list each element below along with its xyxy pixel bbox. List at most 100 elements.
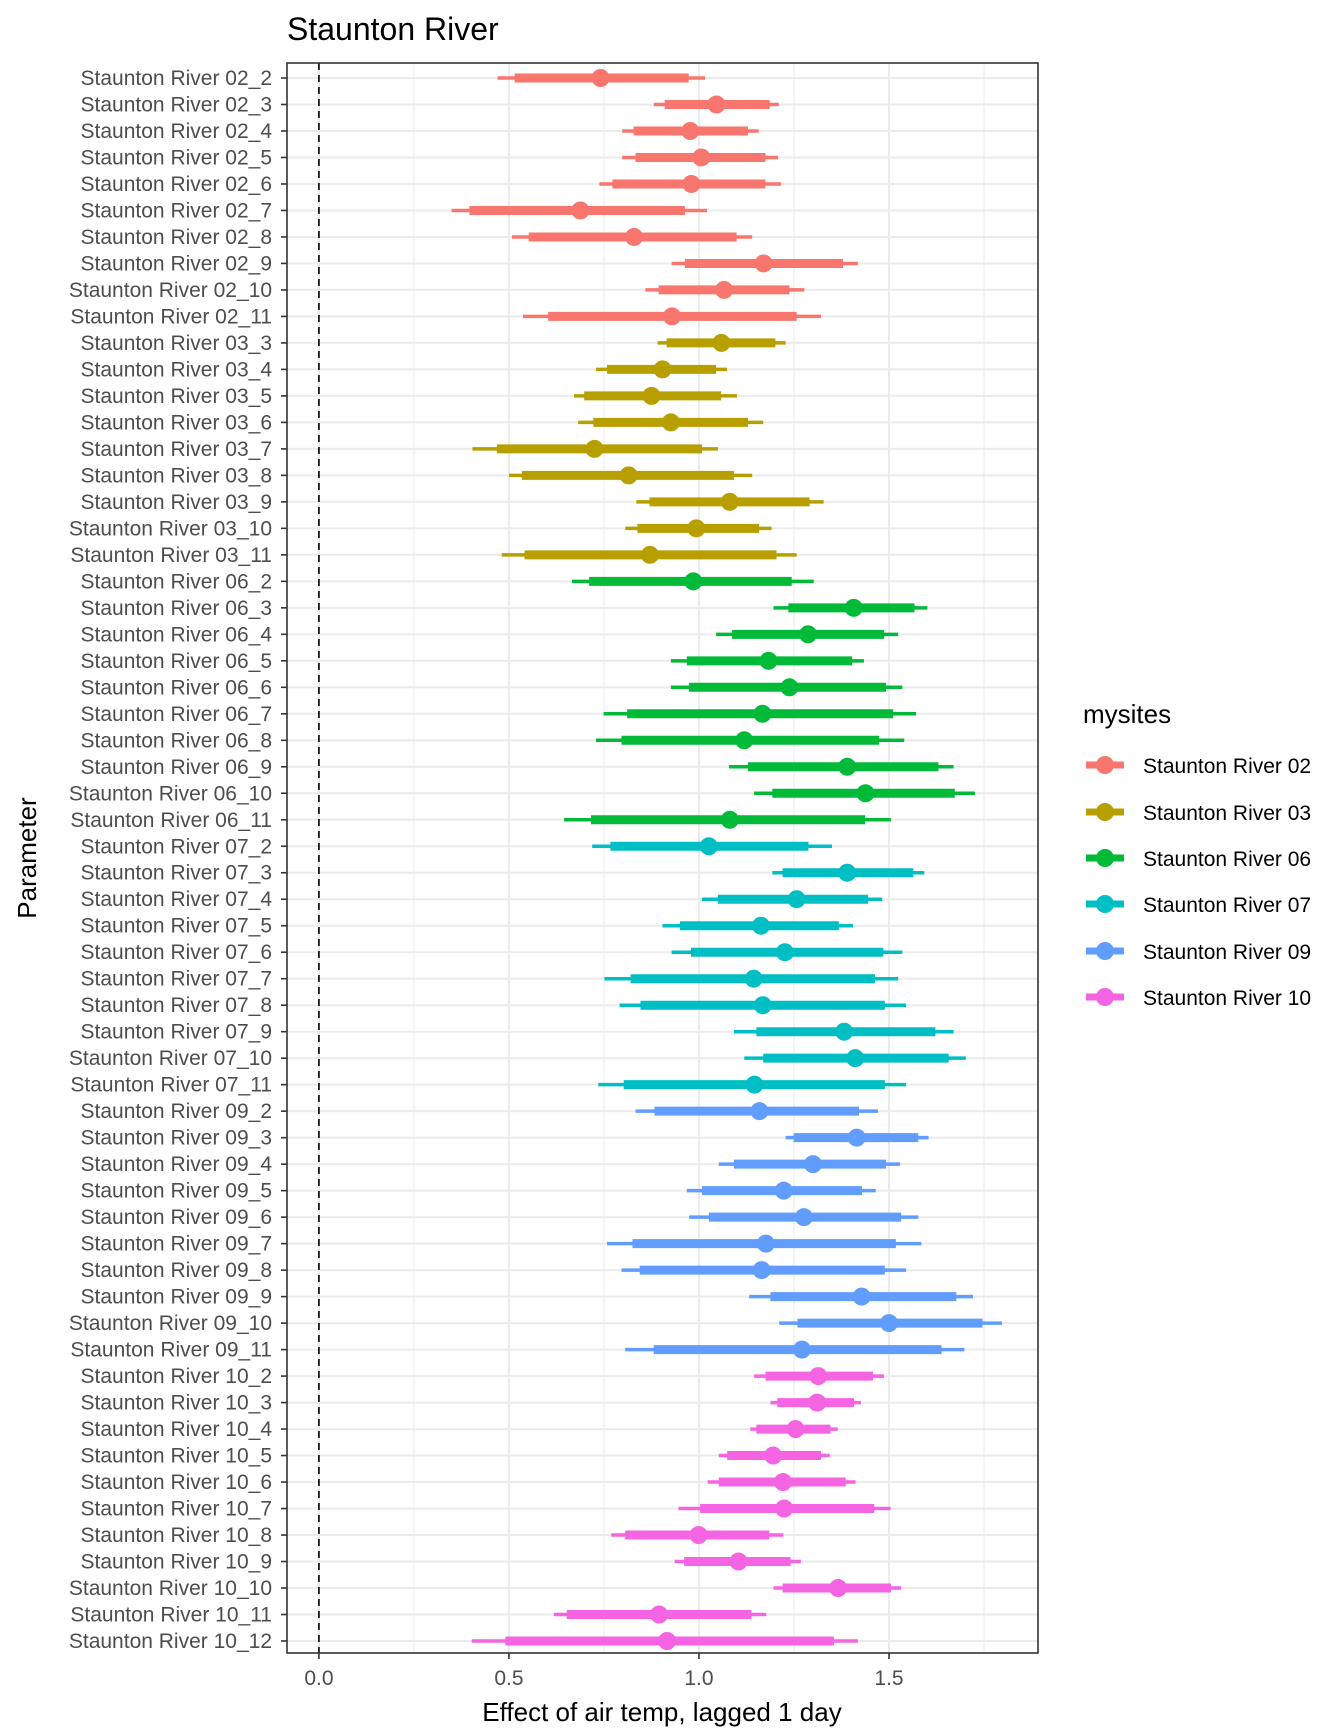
estimate-point (852, 1287, 871, 1306)
legend-item: Staunton River 07 (1086, 894, 1311, 917)
y-tick-label: Staunton River 09_9 (81, 1286, 272, 1309)
estimate-point (624, 227, 643, 246)
estimate-point (684, 572, 703, 591)
y-tick-label: Staunton River 06_9 (81, 756, 272, 779)
estimate-point (720, 810, 739, 829)
y-tick-label: Staunton River 06_10 (69, 782, 272, 805)
y-tick-label: Staunton River 06_11 (70, 809, 272, 832)
y-tick-label: Staunton River 09_4 (81, 1153, 273, 1176)
estimate-point (571, 201, 590, 220)
estimate-point (735, 731, 754, 750)
estimate-point (847, 1128, 866, 1147)
y-tick-label: Staunton River 02_11 (70, 305, 272, 328)
estimate-point (764, 1446, 783, 1465)
y-tick-label: Staunton River 10_2 (81, 1365, 272, 1388)
y-tick-label: Staunton River 03_10 (69, 517, 272, 540)
y-tick-label: Staunton River 07_10 (69, 1047, 272, 1070)
estimate-point (754, 254, 773, 273)
y-tick-label: Staunton River 09_3 (81, 1127, 272, 1150)
estimate-point (775, 1499, 794, 1518)
y-axis-title: Parameter (12, 797, 42, 919)
estimate-point (759, 651, 778, 670)
y-tick-label: Staunton River 10_12 (69, 1630, 272, 1653)
estimate-point (642, 386, 661, 405)
legend-label: Staunton River 03 (1143, 802, 1311, 825)
estimate-point (729, 1552, 748, 1571)
legend-key-point (1096, 895, 1114, 913)
y-tick-label: Staunton River 09_7 (81, 1233, 272, 1256)
y-tick-label: Staunton River 03_11 (70, 544, 272, 567)
x-axis-title: Effect of air temp, lagged 1 day (482, 1697, 841, 1727)
y-tick-label: Staunton River 07_5 (81, 915, 272, 938)
estimate-point (745, 1075, 764, 1094)
y-tick-label: Staunton River 10_3 (81, 1392, 272, 1415)
estimate-point (808, 1393, 827, 1412)
y-tick-label: Staunton River 02_4 (81, 120, 273, 143)
legend-key-point (1096, 942, 1114, 960)
y-tick-label: Staunton River 10_11 (70, 1604, 272, 1627)
estimate-point (775, 943, 794, 962)
legend-key-point (1096, 849, 1114, 867)
estimate-point (699, 837, 718, 856)
legend-key-point (1096, 756, 1114, 774)
x-tick-label: 0.5 (494, 1667, 523, 1690)
y-tick-label: Staunton River 10_5 (81, 1445, 272, 1468)
estimate-point (846, 1049, 865, 1068)
estimate-point (640, 545, 659, 564)
estimate-point (835, 1022, 854, 1041)
estimate-point (774, 1181, 793, 1200)
y-tick-label: Staunton River 06_3 (81, 597, 272, 620)
y-tick-label: Staunton River 03_9 (81, 491, 272, 514)
y-tick-label: Staunton River 02_9 (81, 252, 272, 275)
y-tick-label: Staunton River 02_7 (81, 199, 272, 222)
y-tick-label: Staunton River 07_6 (81, 941, 272, 964)
y-tick-label: Staunton River 03_5 (81, 385, 272, 408)
y-tick-label: Staunton River 07_3 (81, 862, 272, 885)
y-tick-label: Staunton River 03_6 (81, 411, 272, 434)
legend-item: Staunton River 06 (1086, 848, 1311, 871)
y-tick-label: Staunton River 07_2 (81, 835, 272, 858)
estimate-point (750, 1102, 769, 1121)
y-tick-label: Staunton River 10_8 (81, 1524, 272, 1547)
legend-title: mysites (1083, 699, 1171, 729)
estimate-point (707, 95, 726, 114)
estimate-point (650, 1605, 669, 1624)
estimate-point (838, 863, 857, 882)
legend-label: Staunton River 02 (1143, 755, 1311, 778)
estimate-point (591, 69, 610, 87)
estimate-point (844, 598, 863, 617)
estimate-point (794, 1208, 813, 1227)
y-tick-label: Staunton River 07_11 (70, 1074, 272, 1097)
legend-item: Staunton River 03 (1086, 802, 1311, 825)
estimate-point (658, 1632, 677, 1650)
y-tick-label: Staunton River 02_6 (81, 173, 272, 196)
legend-label: Staunton River 10 (1143, 987, 1311, 1010)
y-tick-label: Staunton River 02_2 (81, 67, 272, 90)
x-tick-label: 1.0 (684, 1667, 713, 1690)
y-tick-label: Staunton River 09_10 (69, 1312, 272, 1335)
interval-marks (318, 63, 1002, 1653)
legend: mysites Staunton River 02 Staunton River … (1083, 699, 1311, 1010)
x-tick-label: 0.0 (304, 1667, 333, 1690)
estimate-point (661, 413, 680, 432)
estimate-point (880, 1314, 899, 1333)
y-tick-label: Staunton River 09_5 (81, 1180, 272, 1203)
estimate-point (829, 1579, 848, 1598)
estimate-point (751, 916, 770, 935)
estimate-point (752, 1261, 771, 1280)
y-tick-label: Staunton River 10_9 (81, 1551, 272, 1574)
estimate-point (804, 1155, 823, 1174)
y-tick-label: Staunton River 07_9 (81, 1021, 272, 1044)
estimate-point (619, 466, 638, 485)
y-tick-label: Staunton River 10_6 (81, 1471, 272, 1494)
y-tick-label: Staunton River 02_8 (81, 226, 272, 249)
y-tick-label: Staunton River 02_3 (81, 93, 272, 116)
estimate-point (681, 121, 700, 140)
y-tick-label: Staunton River 09_2 (81, 1100, 272, 1123)
estimate-point (744, 969, 763, 988)
estimate-point (682, 174, 701, 193)
legend-item: Staunton River 09 (1086, 941, 1311, 964)
y-tick-label: Staunton River 10_10 (69, 1577, 272, 1600)
plot-panel-border (286, 62, 1039, 1654)
